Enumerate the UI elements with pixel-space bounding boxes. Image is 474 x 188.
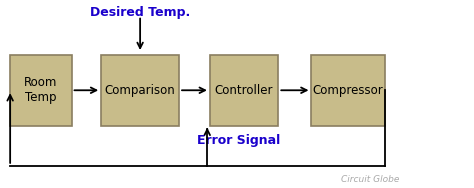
Text: Circuit Globe: Circuit Globe xyxy=(341,175,400,183)
Text: Controller: Controller xyxy=(215,84,273,97)
Text: Room
Temp: Room Temp xyxy=(24,76,57,104)
FancyBboxPatch shape xyxy=(10,55,72,126)
FancyBboxPatch shape xyxy=(311,55,385,126)
Text: Comparison: Comparison xyxy=(105,84,175,97)
Text: Error Signal: Error Signal xyxy=(197,134,280,147)
Text: Compressor: Compressor xyxy=(313,84,383,97)
Text: Desired Temp.: Desired Temp. xyxy=(90,6,190,19)
FancyBboxPatch shape xyxy=(101,55,179,126)
FancyBboxPatch shape xyxy=(210,55,278,126)
